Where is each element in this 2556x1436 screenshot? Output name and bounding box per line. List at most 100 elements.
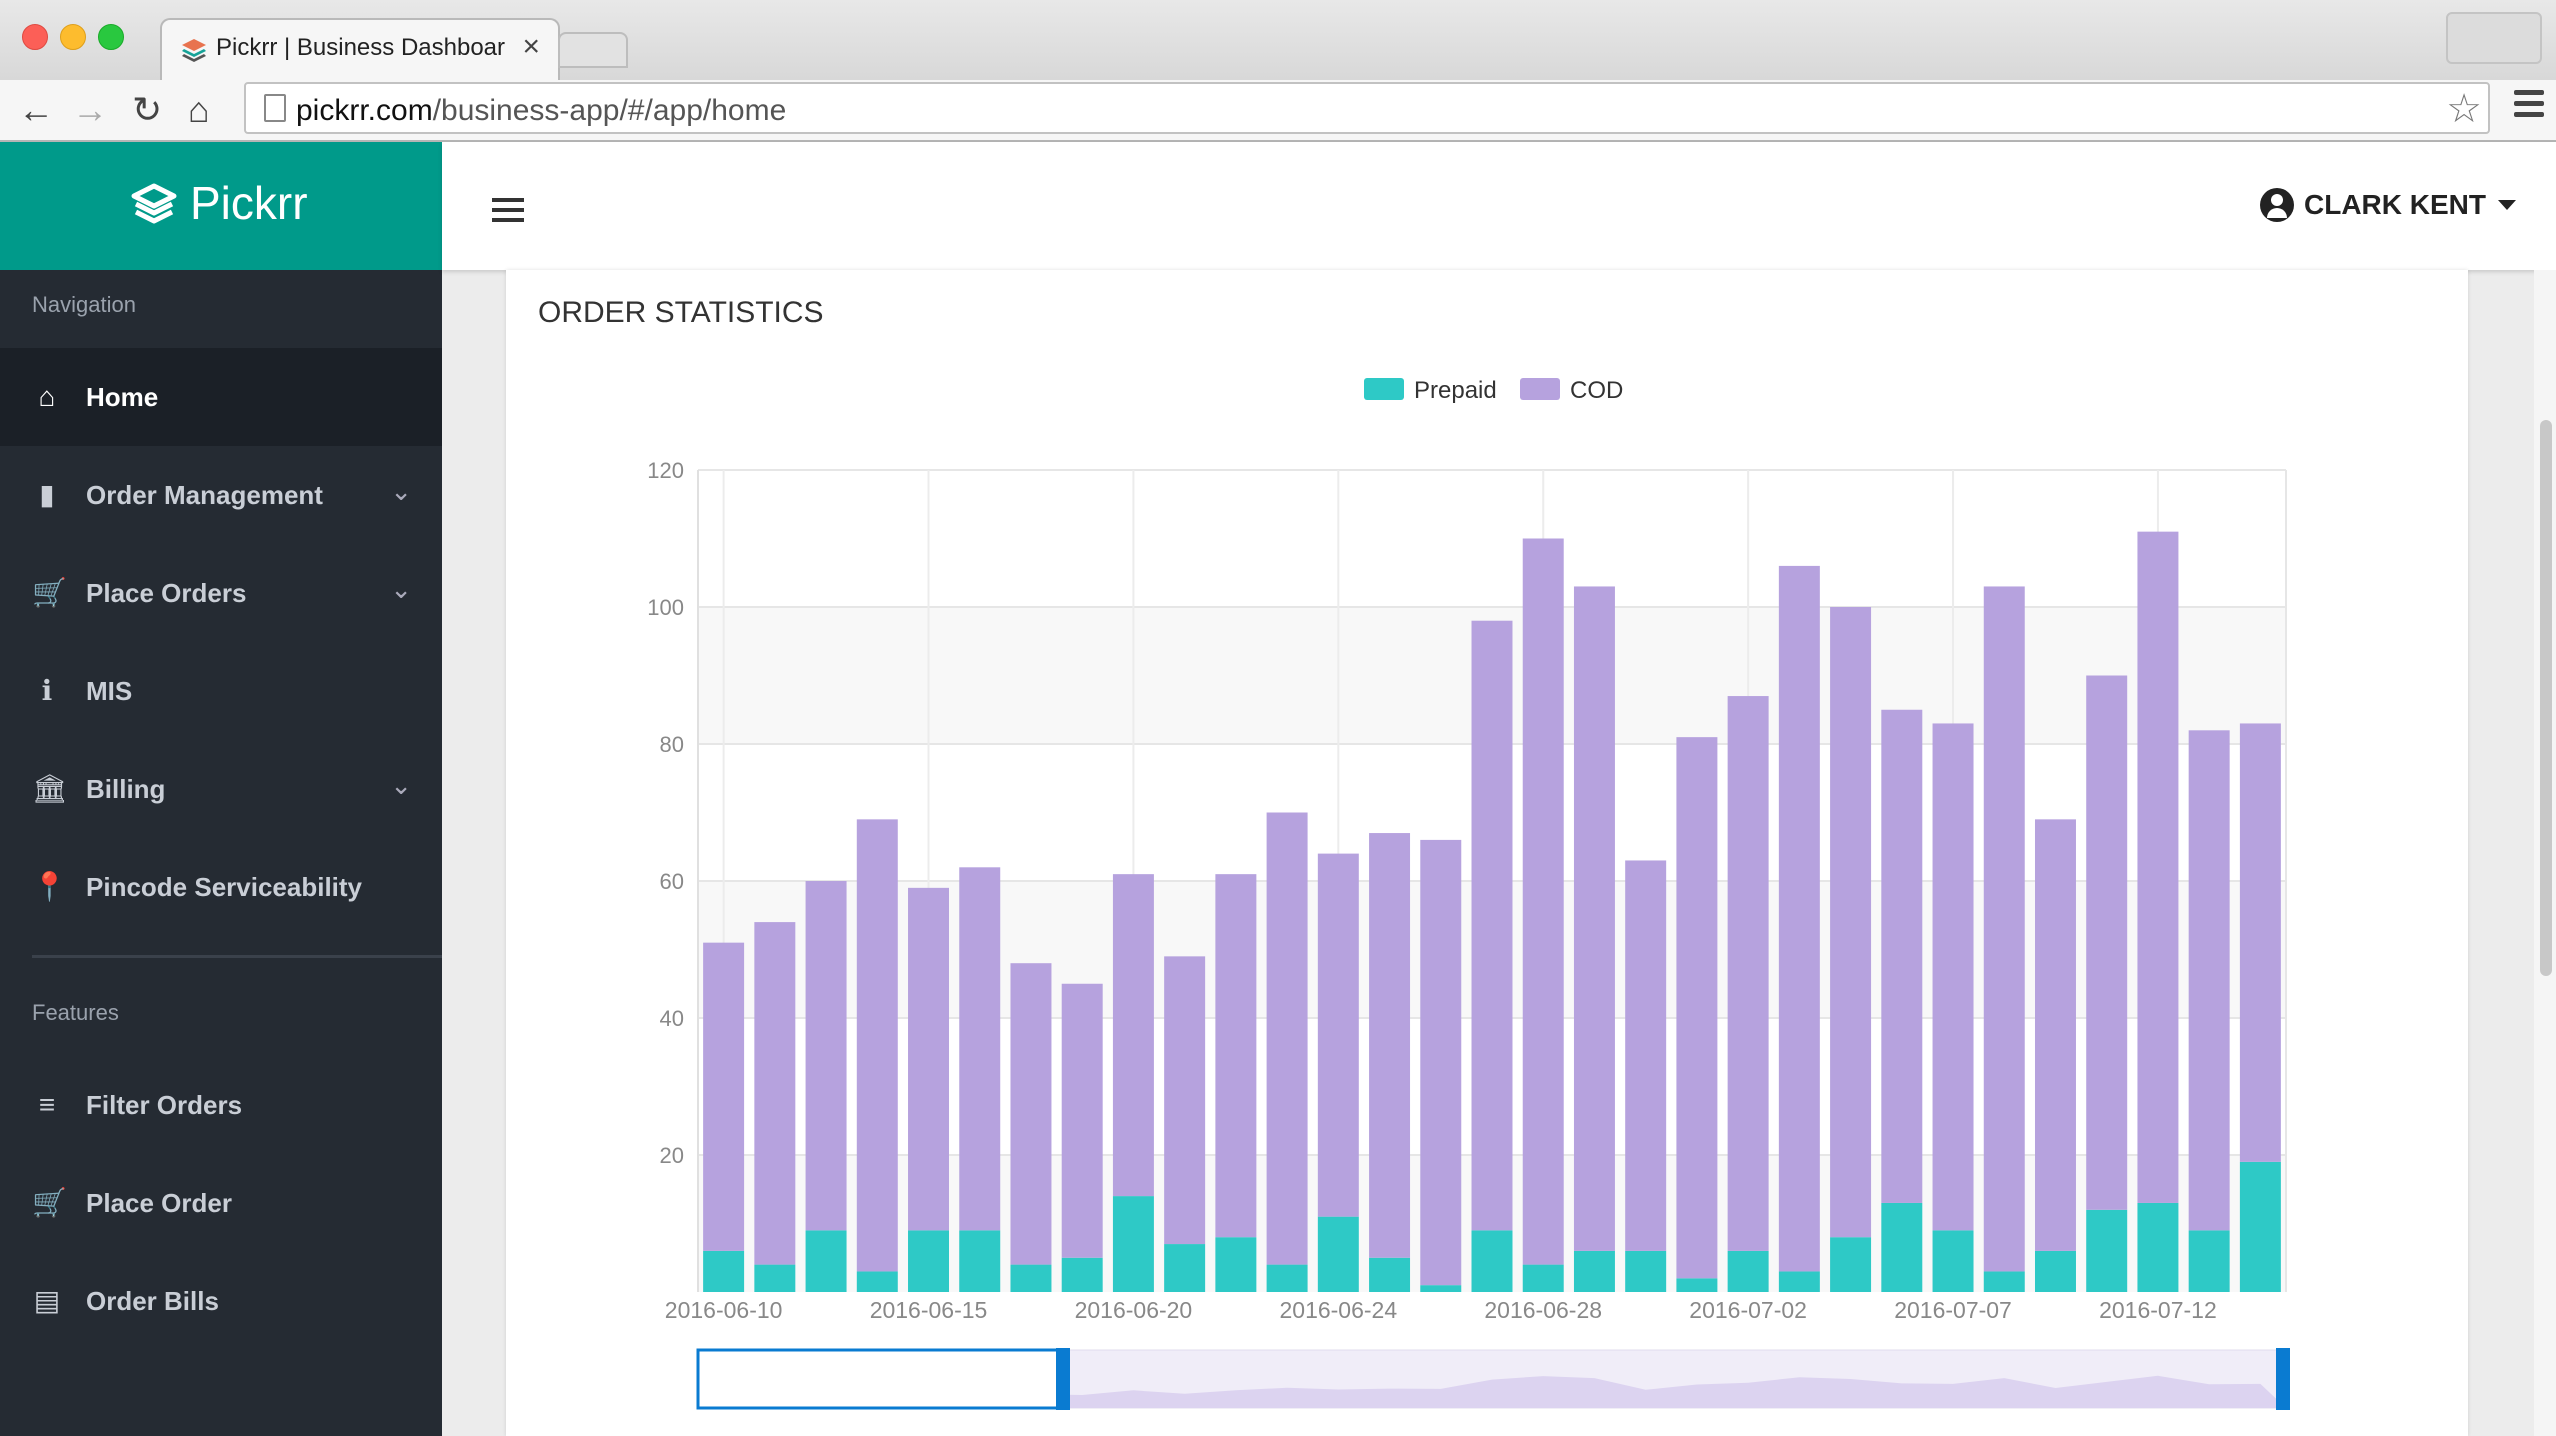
page-scrollbar[interactable]: [2534, 270, 2556, 1436]
home-icon: ⌂: [38, 381, 56, 412]
bar-prepaid: [1932, 1230, 1974, 1292]
zoom-slider-handle-right[interactable]: [2276, 1348, 2290, 1410]
bar-cod: [1215, 874, 1257, 1238]
nav-item-order-management[interactable]: ▮ Order Management ⌄: [0, 446, 442, 544]
bar-cod: [1164, 956, 1206, 1245]
features-section-label: Features: [32, 1000, 119, 1025]
bar-prepaid: [1573, 1250, 1615, 1292]
bar-prepaid: [805, 1230, 847, 1292]
x-tick-label: 2016-06-15: [870, 1297, 988, 1323]
nav-item-filter-orders[interactable]: ≡ Filter Orders: [0, 1056, 442, 1154]
url-host: pickrr.com: [296, 94, 433, 127]
bar-prepaid: [1881, 1202, 1923, 1292]
zoom-slider-handle-left[interactable]: [1056, 1348, 1070, 1410]
chevron-down-icon: ⌄: [390, 476, 412, 506]
info-icon: ℹ: [41, 675, 53, 706]
new-tab-button[interactable]: [558, 32, 628, 68]
filter-icon: ≡: [38, 1089, 56, 1120]
top-bar: CLARK KENT: [442, 142, 2556, 270]
nav-item-order-bills[interactable]: ▤ Order Bills: [0, 1252, 442, 1350]
bar-cod: [1112, 874, 1154, 1197]
bar-cod: [1573, 586, 1615, 1251]
close-window-button[interactable]: [22, 24, 48, 50]
navigation-section-label: Navigation: [32, 292, 136, 317]
nav-item-place-order[interactable]: 🛒 Place Order: [0, 1154, 442, 1252]
bar-cod: [805, 881, 847, 1231]
x-tick-label: 2016-06-10: [665, 1297, 783, 1323]
browser-toolbar: ← → ↻ ⌂ pickrr.com/business-app/#/app/ho…: [0, 80, 2556, 142]
bar-prepaid: [2034, 1250, 2076, 1292]
bar-prepaid: [2137, 1202, 2179, 1292]
back-arrow-icon[interactable]: ←: [18, 89, 54, 130]
bills-icon: ▤: [33, 1285, 61, 1316]
bar-prepaid: [1061, 1257, 1103, 1292]
nav-item-place-orders[interactable]: 🛒 Place Orders ⌄: [0, 544, 442, 642]
forward-arrow-icon[interactable]: →: [72, 89, 108, 130]
bar-cod: [1471, 620, 1513, 1231]
nav-item-label: Place Order: [86, 1188, 232, 1218]
bar-prepaid: [1317, 1216, 1359, 1292]
x-tick-label: 2016-07-07: [1894, 1297, 2012, 1323]
nav-item-mis[interactable]: ℹ MIS: [0, 642, 442, 740]
maximize-window-button[interactable]: [98, 24, 124, 50]
bar-cod: [2086, 675, 2128, 1210]
bar-cod: [1266, 812, 1308, 1265]
bar-prepaid: [703, 1250, 745, 1292]
bar-cod: [856, 819, 898, 1272]
home-icon[interactable]: ⌂: [188, 89, 210, 130]
tab-close-icon[interactable]: ×: [522, 30, 540, 63]
bar-cod: [959, 867, 1001, 1231]
bar-prepaid: [1830, 1237, 1872, 1292]
order-statistics-panel: ORDER STATISTICS 20 40 60 80 100 120 2016-06-1…: [506, 270, 2468, 1436]
url-text: pickrr.com/business-app/#/app/home: [296, 94, 786, 128]
order-statistics-chart: 20 40 60 80 100 120 2016-06-10 2016-06-15 2016-0…: [647, 377, 2290, 1410]
bar-cod: [1010, 963, 1052, 1265]
bar-prepaid: [1471, 1230, 1513, 1292]
address-bar[interactable]: pickrr.com/business-app/#/app/home ☆: [244, 82, 2490, 134]
bank-icon: 🏛: [32, 773, 68, 804]
bar-prepaid: [1266, 1264, 1308, 1292]
browser-tab[interactable]: Pickrr | Business Dashboard ×: [160, 18, 560, 80]
bar-cod: [703, 942, 745, 1251]
sidebar: Pickrr Navigation ⌂ Home ▮ Order Managem…: [0, 142, 442, 1436]
user-avatar-icon: [2260, 188, 2294, 222]
zoom-slider-window: [696, 1348, 1064, 1410]
x-tick-label: 2016-06-28: [1484, 1297, 1602, 1323]
bar-cod: [2137, 531, 2179, 1203]
bar-cod: [1727, 696, 1769, 1251]
location-pin-icon: 📍: [32, 871, 67, 902]
reload-icon[interactable]: ↻: [132, 89, 163, 130]
url-path: /business-app/#/app/home: [432, 94, 787, 127]
sidebar-divider: [32, 955, 442, 958]
nav-item-billing[interactable]: 🏛 Billing ⌄: [0, 740, 442, 838]
nav-item-label: Pincode Serviceability: [86, 872, 363, 902]
x-tick-label: 2016-07-12: [2099, 1297, 2217, 1323]
hamburger-menu-icon[interactable]: [492, 198, 524, 228]
legend-label-prepaid: Prepaid: [1414, 377, 1497, 404]
bar-prepaid: [1727, 1250, 1769, 1292]
bookmark-star-icon[interactable]: ☆: [2446, 87, 2482, 131]
browser-menu-icon[interactable]: [2514, 90, 2544, 123]
nav-item-home[interactable]: ⌂ Home: [0, 348, 442, 446]
bar-prepaid: [1522, 1264, 1564, 1292]
bar-prepaid: [1369, 1257, 1411, 1292]
legend-label-cod: COD: [1570, 377, 1623, 404]
y-tick-label: 120: [647, 458, 684, 483]
profile-button[interactable]: [2446, 12, 2542, 64]
brand-header[interactable]: Pickrr: [0, 142, 442, 270]
scrollbar-thumb[interactable]: [2540, 420, 2552, 976]
nav-item-label: Billing: [86, 774, 166, 804]
y-tick-label: 40: [660, 1006, 684, 1031]
nav-item-label: Place Orders: [86, 578, 247, 608]
bar-cod: [2239, 723, 2281, 1162]
minimize-window-button[interactable]: [60, 24, 86, 50]
bar-cod: [1676, 737, 1718, 1279]
page-icon: [264, 94, 286, 122]
brand-name: Pickrr: [190, 177, 308, 229]
user-menu[interactable]: CLARK KENT: [2260, 188, 2516, 222]
nav-item-pincode-serviceability[interactable]: 📍 Pincode Serviceability: [0, 838, 442, 936]
x-tick-label: 2016-06-24: [1279, 1297, 1397, 1323]
x-tick-label: 2016-06-20: [1075, 1297, 1193, 1323]
bar-prepaid: [754, 1264, 796, 1292]
bar-prepaid: [1112, 1196, 1154, 1292]
